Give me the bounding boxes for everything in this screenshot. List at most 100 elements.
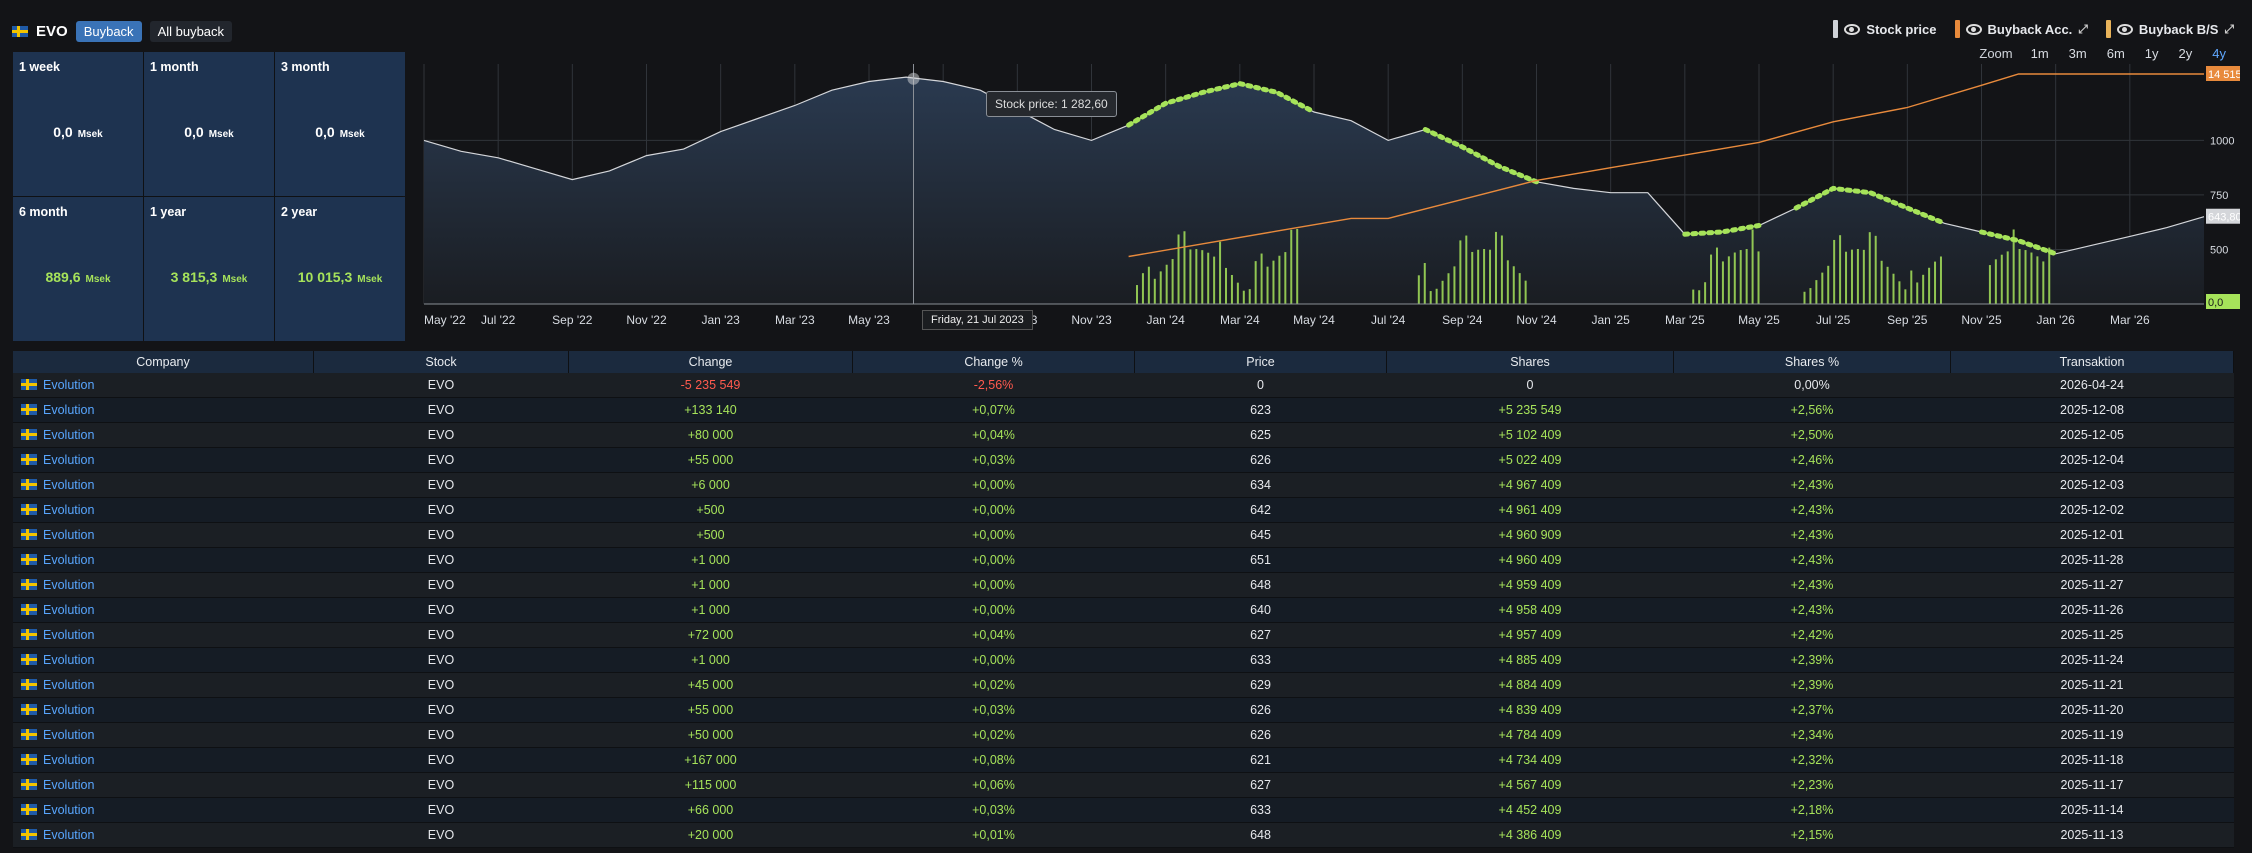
buyback-bar <box>1698 290 1701 304</box>
cell-company[interactable]: Evolution <box>13 397 314 423</box>
zoom-2y[interactable]: 2y <box>2178 46 2193 61</box>
cell-company[interactable]: Evolution <box>13 647 314 673</box>
col-change[interactable]: Change <box>568 351 853 373</box>
table-row[interactable]: Evolution EVO +1 000 +0,00% 648 +4 959 409 +2,… <box>13 572 2234 598</box>
cell-price: 625 <box>1134 422 1387 448</box>
x-tick-label: Jan '26 <box>2037 313 2076 327</box>
cell-company[interactable]: Evolution <box>13 572 314 598</box>
company-link[interactable]: Evolution <box>43 628 95 642</box>
company-link[interactable]: Evolution <box>43 753 95 767</box>
company-link[interactable]: Evolution <box>43 378 95 392</box>
col-shares[interactable]: Shares <box>1386 351 1674 373</box>
col-stock[interactable]: Stock <box>313 351 569 373</box>
table-row[interactable]: Evolution EVO -5 235 549 -2,56% 0 0 0,00% 2026-… <box>13 373 2234 398</box>
cell-company[interactable]: Evolution <box>13 547 314 573</box>
chart-svg[interactable]: May '22 Jul '22 Sep '22 Nov '22 Jan '23 Mar '… <box>420 58 2240 338</box>
table-row[interactable]: Evolution EVO +1 000 +0,00% 651 +4 960 409 +2,… <box>13 547 2234 573</box>
legend-buyback-acc[interactable]: Buyback Acc. ⤢ <box>1954 20 2088 38</box>
company-link[interactable]: Evolution <box>43 828 95 842</box>
cell-change-pct: +0,02% <box>852 722 1135 748</box>
company-link[interactable]: Evolution <box>43 728 95 742</box>
expand-icon[interactable]: ⤢ <box>2078 21 2088 36</box>
table-row[interactable]: Evolution EVO +55 000 +0,03% 626 +4 839 409 +2… <box>13 697 2234 723</box>
table-row[interactable]: Evolution EVO +500 +0,00% 642 +4 961 409 +2,43… <box>13 497 2234 523</box>
price-buyback-chart[interactable]: May '22 Jul '22 Sep '22 Nov '22 Jan '23 Mar '… <box>420 58 2240 338</box>
cell-company[interactable]: Evolution <box>13 373 314 398</box>
cell-company[interactable]: Evolution <box>13 497 314 523</box>
legend-buyback-bs[interactable]: Buyback B/S ⤢ <box>2105 20 2234 38</box>
eye-icon[interactable] <box>1965 23 1982 35</box>
buyback-bar <box>1441 280 1444 304</box>
x-tick-label: Mar '23 <box>775 313 815 327</box>
table-row[interactable]: Evolution EVO +55 000 +0,03% 626 +5 022 409 +2… <box>13 447 2234 473</box>
table-row[interactable]: Evolution EVO +72 000 +0,04% 627 +4 957 409 +2… <box>13 622 2234 648</box>
table-row[interactable]: Evolution EVO +133 140 +0,07% 623 +5 235 549 +… <box>13 397 2234 423</box>
tab-buyback[interactable]: Buyback <box>75 20 142 42</box>
company-link[interactable]: Evolution <box>43 678 95 692</box>
cell-company[interactable]: Evolution <box>13 772 314 798</box>
company-link[interactable]: Evolution <box>43 528 95 542</box>
buyback-bar <box>1856 249 1859 304</box>
zoom-3m[interactable]: 3m <box>2068 46 2087 61</box>
company-link[interactable]: Evolution <box>43 578 95 592</box>
cell-company[interactable]: Evolution <box>13 747 314 773</box>
ticker-symbol: EVO <box>36 22 68 40</box>
buyback-bar <box>1266 266 1269 304</box>
buyback-highlight-line <box>1979 229 2059 257</box>
company-link[interactable]: Evolution <box>43 503 95 517</box>
col-company[interactable]: Company <box>13 351 314 373</box>
company-link[interactable]: Evolution <box>43 478 95 492</box>
cell-company[interactable]: Evolution <box>13 422 314 448</box>
col-change-pct[interactable]: Change % <box>852 351 1135 373</box>
col-shares-pct[interactable]: Shares % <box>1673 351 1951 373</box>
company-link[interactable]: Evolution <box>43 603 95 617</box>
cell-company[interactable]: Evolution <box>13 722 314 748</box>
company-link[interactable]: Evolution <box>43 453 95 467</box>
tab-all-buyback[interactable]: All buyback <box>149 20 233 42</box>
zoom-4y[interactable]: 4y <box>2212 46 2226 61</box>
cell-company[interactable]: Evolution <box>13 697 314 723</box>
table-row[interactable]: Evolution EVO +1 000 +0,00% 633 +4 885 409 +2,… <box>13 647 2234 673</box>
table-row[interactable]: Evolution EVO +167 000 +0,08% 621 +4 734 409 +… <box>13 747 2234 773</box>
table-row[interactable]: Evolution EVO +20 000 +0,01% 648 +4 386 409 +2… <box>13 822 2234 848</box>
table-row[interactable]: Evolution EVO +66 000 +0,03% 633 +4 452 409 +2… <box>13 797 2234 823</box>
buyback-bar <box>1225 267 1227 304</box>
cell-company[interactable]: Evolution <box>13 447 314 473</box>
col-transaktion[interactable]: Transaktion <box>1950 351 2234 373</box>
table-row[interactable]: Evolution EVO +115 000 +0,06% 627 +4 567 409 +… <box>13 772 2234 798</box>
table-row[interactable]: Evolution EVO +500 +0,00% 645 +4 960 909 +2,43… <box>13 522 2234 548</box>
cell-company[interactable]: Evolution <box>13 672 314 698</box>
buyback-bar <box>1757 251 1760 304</box>
zoom-1y[interactable]: 1y <box>2144 46 2159 61</box>
table-row[interactable]: Evolution EVO +6 000 +0,00% 634 +4 967 409 +2,… <box>13 472 2234 498</box>
buyback-bar <box>1892 273 1895 304</box>
legend-stock-price[interactable]: Stock price <box>1833 20 1937 38</box>
company-link[interactable]: Evolution <box>43 428 95 442</box>
cell-shares: +4 734 409 <box>1386 747 1674 773</box>
cell-company[interactable]: Evolution <box>13 597 314 623</box>
cell-company[interactable]: Evolution <box>13 797 314 823</box>
cell-company[interactable]: Evolution <box>13 522 314 548</box>
table-row[interactable]: Evolution EVO +45 000 +0,02% 629 +4 884 409 +2… <box>13 672 2234 698</box>
table-row[interactable]: Evolution EVO +1 000 +0,00% 640 +4 958 409 +2,… <box>13 597 2234 623</box>
zoom-1m[interactable]: 1m <box>2030 46 2049 61</box>
expand-icon[interactable]: ⤢ <box>2224 21 2234 36</box>
zoom-6m[interactable]: 6m <box>2106 46 2125 61</box>
company-link[interactable]: Evolution <box>43 553 95 567</box>
company-link[interactable]: Evolution <box>43 653 95 667</box>
company-link[interactable]: Evolution <box>43 703 95 717</box>
eye-icon[interactable] <box>2116 23 2133 35</box>
cell-change-pct: +0,03% <box>852 447 1135 473</box>
company-link[interactable]: Evolution <box>43 403 95 417</box>
cell-company[interactable]: Evolution <box>13 822 314 848</box>
table-row[interactable]: Evolution EVO +80 000 +0,04% 625 +5 102 409 +2… <box>13 422 2234 448</box>
company-link[interactable]: Evolution <box>43 778 95 792</box>
cell-company[interactable]: Evolution <box>13 472 314 498</box>
cell-company[interactable]: Evolution <box>13 622 314 648</box>
buyback-bar <box>1721 261 1724 304</box>
col-price[interactable]: Price <box>1134 351 1387 373</box>
company-link[interactable]: Evolution <box>43 803 95 817</box>
table-row[interactable]: Evolution EVO +50 000 +0,02% 626 +4 784 409 +2… <box>13 722 2234 748</box>
eye-icon[interactable] <box>1844 23 1861 35</box>
chart-legend: Stock price Buyback Acc. ⤢ Buyback B/S ⤢ <box>1833 20 2234 38</box>
